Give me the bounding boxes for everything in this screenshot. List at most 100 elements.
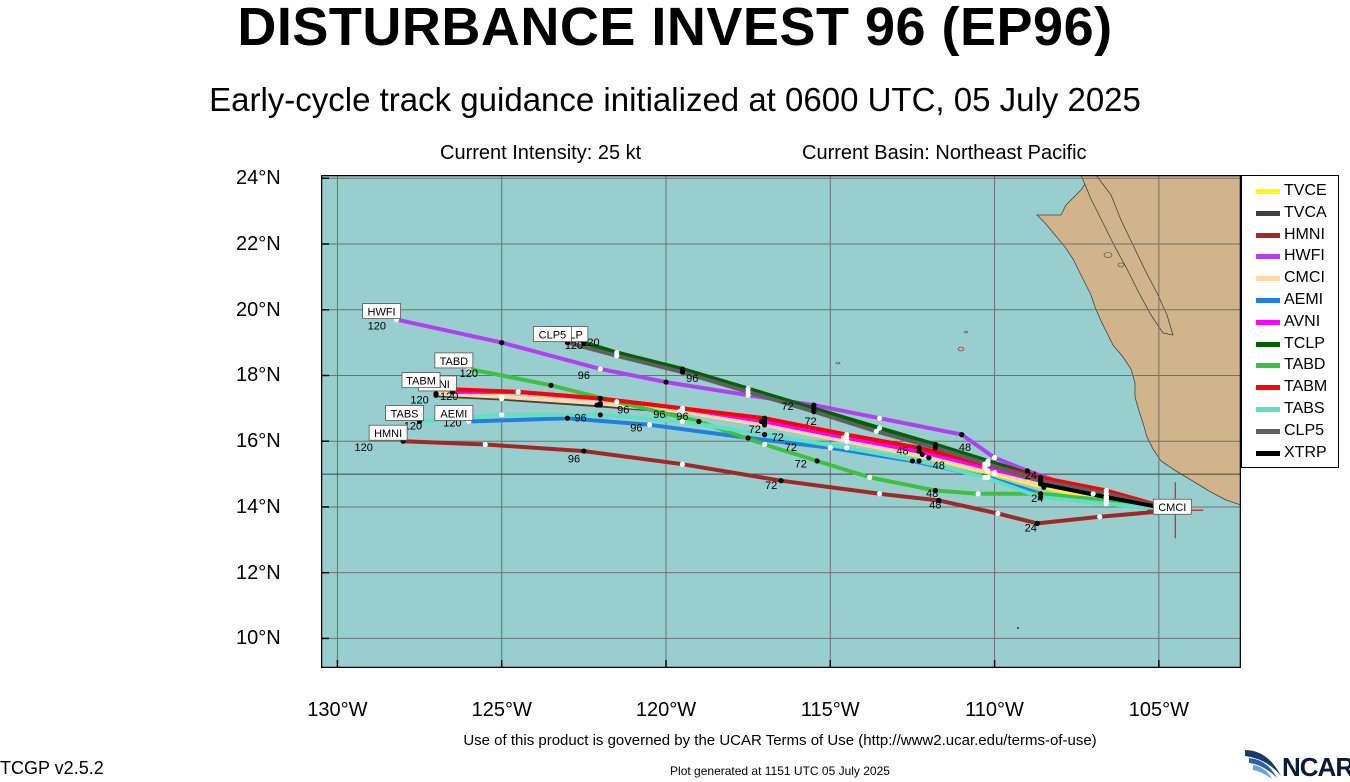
lon-tick-label: 105°W bbox=[1128, 699, 1189, 721]
track-point-clp5 bbox=[614, 353, 620, 359]
lat-tick-label: 10°N bbox=[236, 627, 281, 650]
legend-swatch bbox=[1256, 450, 1280, 456]
lat-tick-label: 20°N bbox=[236, 298, 281, 321]
chart-subtitle: Early-cycle track guidance initialized a… bbox=[209, 81, 1141, 118]
track-point-aemi bbox=[909, 458, 916, 464]
legend-swatch bbox=[1256, 232, 1280, 238]
legend-label: AEMI bbox=[1284, 291, 1324, 308]
forecast-hour-label: 120 bbox=[368, 320, 386, 332]
track-point-tabm bbox=[679, 405, 686, 411]
forecast-hour-label: 120 bbox=[440, 391, 458, 403]
forecast-hour-label: 72 bbox=[785, 442, 797, 454]
legend-item-tvce: TVCE bbox=[1242, 180, 1340, 202]
track-point-tabm bbox=[916, 445, 922, 451]
end-label-hmni: HMNI bbox=[368, 424, 408, 441]
track-point-hmni bbox=[482, 441, 488, 448]
track-point-hmni bbox=[876, 491, 883, 497]
track-point-tabs bbox=[679, 418, 686, 425]
track-point-aemi bbox=[827, 445, 833, 451]
forecast-hour-label: 72 bbox=[795, 459, 807, 471]
forecast-hour-label: 24 bbox=[1025, 470, 1037, 482]
track-point-tabd bbox=[932, 487, 939, 494]
track-point-aemi bbox=[646, 422, 653, 428]
legend-swatch bbox=[1256, 385, 1280, 391]
track-point-aemi bbox=[564, 415, 571, 421]
forecast-hour-label: 24 bbox=[1031, 493, 1043, 505]
island bbox=[957, 346, 965, 352]
island bbox=[1017, 627, 1019, 629]
legend-item-tabs: TABS bbox=[1242, 398, 1340, 420]
legend-swatch bbox=[1256, 189, 1280, 194]
land-baja bbox=[1080, 175, 1174, 336]
legend-swatch bbox=[1256, 276, 1280, 282]
track-point-tabd bbox=[548, 382, 554, 388]
forecast-hour-label: 48 bbox=[933, 460, 945, 472]
legend: TVCE TVCA HMNI HWFI CMCI AEMI AVNI TCLP TABD TABM… bbox=[1241, 175, 1339, 468]
island bbox=[964, 330, 968, 334]
forecast-hour-label: 96 bbox=[676, 411, 688, 423]
track-point-tabs bbox=[499, 412, 505, 418]
track-point-hwfi bbox=[597, 366, 603, 372]
forecast-hour-label: 72 bbox=[781, 401, 793, 413]
track-point-tabs bbox=[916, 458, 922, 464]
track-point-cmci bbox=[433, 390, 439, 397]
legend-item-tvca: TVCA bbox=[1242, 202, 1340, 224]
lat-tick-label: 16°N bbox=[236, 430, 281, 453]
legend-label: TVCA bbox=[1284, 203, 1327, 221]
track-point-clp5 bbox=[932, 445, 939, 451]
legend-swatch bbox=[1256, 407, 1280, 412]
legend-label: TABS bbox=[1284, 400, 1325, 417]
gridlines bbox=[321, 175, 1241, 668]
land-mexico bbox=[1036, 175, 1241, 506]
model-end-labels: HMNIHWFIAEMIAVNITCLPTABDTABMTABSCLP5 bbox=[362, 303, 589, 441]
track-point-hmni bbox=[778, 478, 784, 484]
forecast-hour-label: 120 bbox=[460, 368, 478, 380]
track-point-tabs bbox=[761, 432, 768, 438]
initial-position-marker: CMCI bbox=[1147, 482, 1204, 539]
forecast-hour-label: 96 bbox=[630, 422, 642, 434]
forecast-hour-label: 120 bbox=[404, 421, 422, 433]
current-basin: Current Basin: Northeast Pacific bbox=[802, 142, 1087, 164]
svg-text:TABD: TABD bbox=[440, 356, 469, 368]
forecast-hour-label: 48 bbox=[896, 445, 908, 457]
track-point-hmni bbox=[995, 510, 1001, 517]
island bbox=[835, 361, 841, 365]
forecast-hour-label: 48 bbox=[929, 500, 941, 512]
track-point-hmni bbox=[679, 461, 686, 467]
end-label-aemi: AEMI bbox=[434, 405, 474, 421]
track-point-cmci bbox=[499, 394, 505, 400]
generated-timestamp: Plot generated at 1151 UTC 05 July 2025 bbox=[670, 764, 890, 778]
track-point-clp5 bbox=[745, 389, 751, 395]
legend-label: HWFI bbox=[1284, 247, 1325, 265]
track-point-hwfi bbox=[663, 379, 669, 385]
legend-item-tabd: TABD bbox=[1242, 354, 1340, 376]
legend-swatch bbox=[1256, 428, 1280, 434]
lat-tick-label: 18°N bbox=[236, 364, 281, 387]
island bbox=[1103, 252, 1113, 258]
legend-swatch bbox=[1256, 254, 1280, 260]
track-point-hmni bbox=[1034, 520, 1040, 526]
legend-label: TABM bbox=[1284, 378, 1328, 396]
lat-tick-label: 12°N bbox=[236, 561, 281, 584]
track-point-hwfi bbox=[959, 432, 965, 438]
svg-text:AEMI: AEMI bbox=[440, 409, 467, 421]
ncar-logo-text: NCAR bbox=[1282, 752, 1350, 782]
track-point-tabd bbox=[761, 441, 768, 448]
legend-label: CLP5 bbox=[1284, 421, 1325, 439]
track-point-tabd bbox=[814, 458, 820, 464]
track-point-tabm bbox=[844, 432, 850, 438]
legend-swatch bbox=[1256, 210, 1280, 216]
track-point-tabs bbox=[597, 412, 603, 418]
track-point-hmni bbox=[581, 448, 587, 454]
svg-text:TABS: TABS bbox=[391, 409, 419, 421]
track-point-tclp bbox=[876, 425, 883, 431]
legend-label: TABD bbox=[1284, 356, 1326, 374]
forecast-hour-label: 48 bbox=[926, 488, 938, 500]
track-point-xtrp bbox=[1037, 481, 1044, 487]
forecast-hour-label: 96 bbox=[617, 404, 629, 416]
legend-label: HMNI bbox=[1284, 225, 1325, 243]
track-point-tabd bbox=[867, 474, 873, 480]
plot-border bbox=[321, 175, 1241, 668]
end-label-tabd: TABD bbox=[434, 352, 474, 369]
svg-text:CMCI: CMCI bbox=[1158, 502, 1186, 514]
